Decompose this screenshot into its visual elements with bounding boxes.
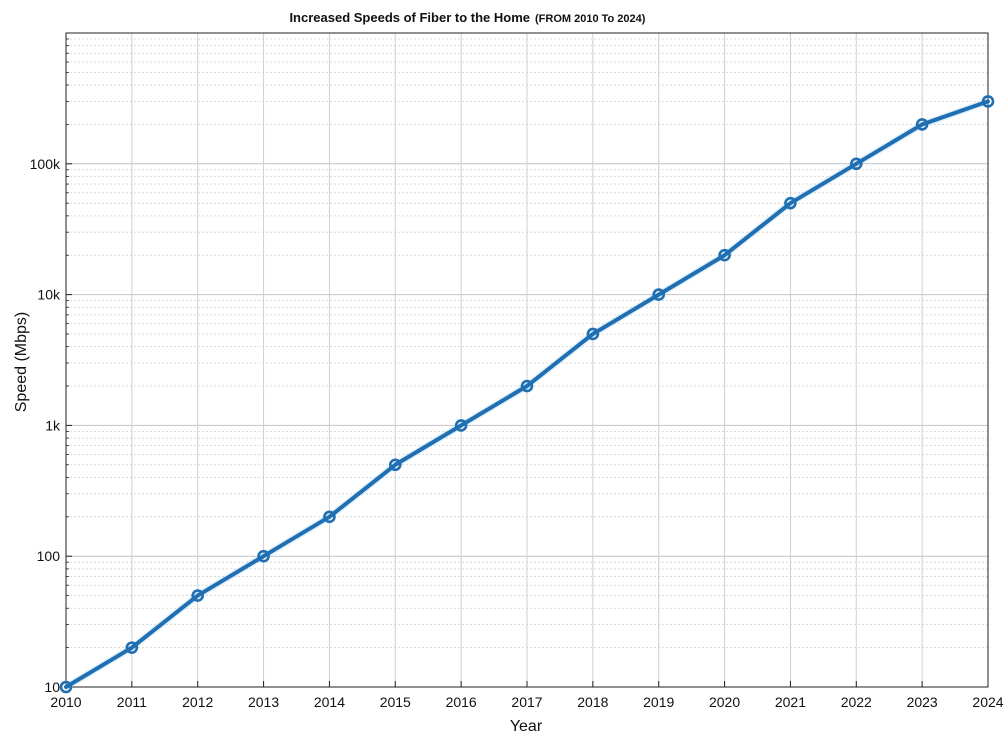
x-tick-label: 2011 [117,694,147,710]
chart-subtitle: (FROM 2010 To 2024) [535,13,646,25]
x-tick-label: 2014 [314,694,345,710]
data-point-2012 [191,589,205,602]
x-axis-ticks: 2010 2011 2012 2013 2014 2015 2016 2017 2018 2019… [50,681,1004,710]
series-layer [59,95,995,694]
y-axis-label: Speed (Mbps) [13,312,30,413]
x-tick-label: 2015 [380,694,411,710]
y-tick-label: 10k [37,287,61,303]
data-point-2022 [849,157,863,171]
y-tick-label: 1k [45,417,61,433]
data-point-2020 [718,248,731,262]
x-tick-label: 2024 [972,694,1003,710]
data-point-2014 [323,510,336,524]
x-tick-label: 2012 [182,694,213,710]
chart-title: Increased Speeds of Fiber to the Home [289,10,530,25]
series-line [64,99,990,689]
x-tick-label: 2010 [50,694,81,710]
data-point-2021 [784,196,797,210]
x-tick-label: 2023 [907,694,938,710]
data-point-2023 [915,118,929,131]
data-point-2024 [981,95,995,108]
major-gridlines [66,33,988,687]
x-tick-label: 2013 [248,694,279,710]
data-point-2019 [652,288,666,301]
y-tick-label: 10 [44,679,60,695]
data-point-2010 [59,680,73,694]
y-tick-label: 100 [37,548,61,564]
x-tick-label: 2017 [511,694,542,710]
data-point-2015 [388,458,402,472]
data-point-2013 [257,549,270,563]
x-tick-label: 2019 [643,694,674,710]
x-tick-label: 2020 [709,694,740,710]
data-point-2016 [454,419,468,432]
x-axis-label: Year [510,718,543,735]
x-tick-label: 2018 [577,694,608,710]
x-tick-label: 2016 [446,694,477,710]
y-tick-label: 100k [30,156,61,172]
x-tick-label: 2021 [775,694,806,710]
data-point-2017 [520,379,534,393]
y-axis-ticks: 10 100 1k 10k 100k [30,38,72,695]
data-point-2011 [125,641,139,654]
x-tick-label: 2022 [841,694,872,710]
data-point-2018 [586,327,600,341]
